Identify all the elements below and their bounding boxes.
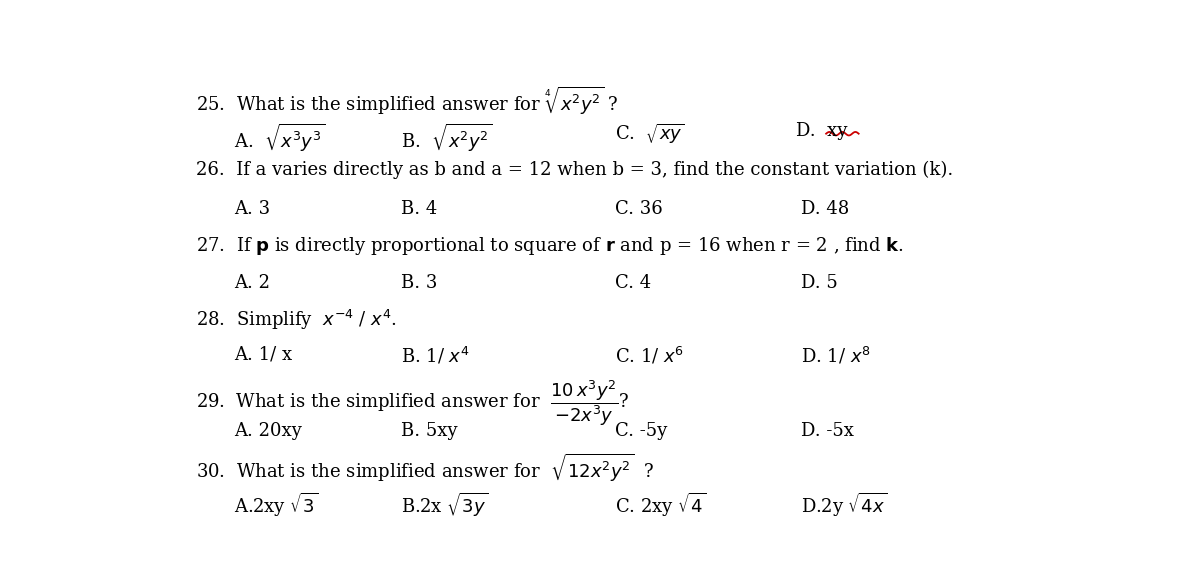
Text: 26.  If a varies directly as b and a = 12 when b = 3, find the constant variatio: 26. If a varies directly as b and a = 12… <box>197 161 954 179</box>
Text: B.2x $\sqrt{3y}$: B.2x $\sqrt{3y}$ <box>401 491 488 519</box>
Text: D. -5x: D. -5x <box>802 422 854 439</box>
Text: D. 48: D. 48 <box>802 200 850 218</box>
Text: A.2xy $\sqrt{3}$: A.2xy $\sqrt{3}$ <box>234 491 318 519</box>
Text: B. 4: B. 4 <box>401 200 437 218</box>
Text: A. 3: A. 3 <box>234 200 270 218</box>
Text: D.  xy: D. xy <box>797 122 847 140</box>
Text: C. -5y: C. -5y <box>616 422 667 439</box>
Text: B. 5xy: B. 5xy <box>401 422 457 439</box>
Text: A. 20xy: A. 20xy <box>234 422 301 439</box>
Text: C. 2xy $\sqrt{4}$: C. 2xy $\sqrt{4}$ <box>616 491 706 519</box>
Text: 29.  What is the simplified answer for  $\dfrac{10\,x^3y^2}{-2x^3y}$?: 29. What is the simplified answer for $\… <box>197 378 630 428</box>
Text: A. 2: A. 2 <box>234 274 270 292</box>
Text: B. 3: B. 3 <box>401 274 438 292</box>
Text: C. 1/ $x^6$: C. 1/ $x^6$ <box>616 346 684 367</box>
Text: 27.  If $\mathbf{p}$ is directly proportional to square of $\mathbf{r}$ and p = : 27. If $\mathbf{p}$ is directly proporti… <box>197 235 905 257</box>
Text: B. 1/ $x^4$: B. 1/ $x^4$ <box>401 346 469 367</box>
Text: D.2y $\sqrt{4x}$: D.2y $\sqrt{4x}$ <box>802 491 887 519</box>
Text: 25.  What is the simplified answer for $\sqrt[4]{x^2y^2}$ ?: 25. What is the simplified answer for $\… <box>197 85 619 117</box>
Text: D. 5: D. 5 <box>802 274 838 292</box>
Text: A.  $\sqrt{x^3y^3}$: A. $\sqrt{x^3y^3}$ <box>234 122 325 155</box>
Text: B.  $\sqrt{x^2y^2}$: B. $\sqrt{x^2y^2}$ <box>401 122 492 155</box>
Text: A. 1/ x: A. 1/ x <box>234 346 292 364</box>
Text: C. 4: C. 4 <box>616 274 652 292</box>
Text: D. 1/ $x^8$: D. 1/ $x^8$ <box>802 346 871 367</box>
Text: C. 36: C. 36 <box>616 200 662 218</box>
Text: 30.  What is the simplified answer for  $\sqrt{12x^2y^2}$  ?: 30. What is the simplified answer for $\… <box>197 452 655 484</box>
Text: 28.  Simplify  $x^{-4}$ / $x^4$.: 28. Simplify $x^{-4}$ / $x^4$. <box>197 307 397 332</box>
Text: C.  $\sqrt{xy}$: C. $\sqrt{xy}$ <box>616 122 685 146</box>
